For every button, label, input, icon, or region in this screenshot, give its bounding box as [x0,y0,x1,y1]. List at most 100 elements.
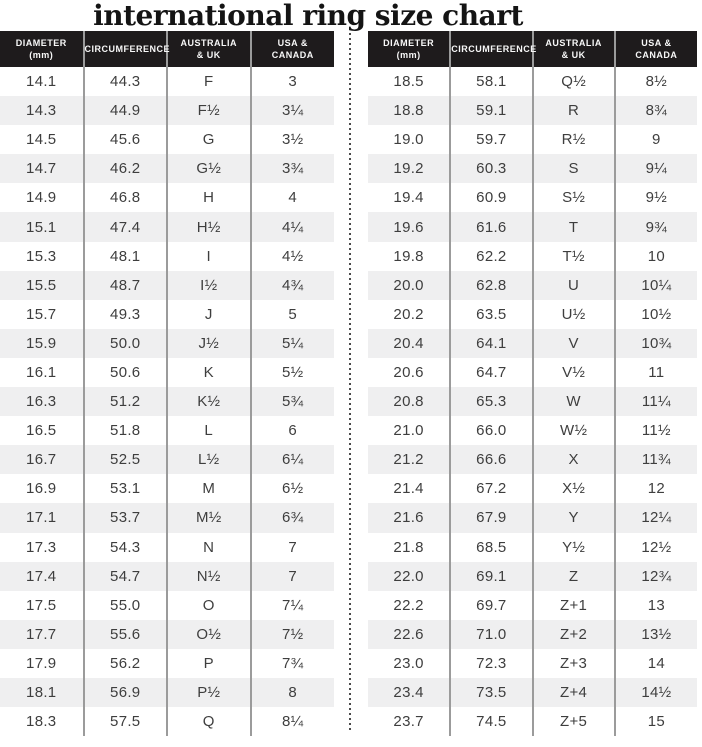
cell: 50.0 [82,328,167,358]
cell: 23.0 [393,654,424,672]
cell: 5 [249,299,334,329]
cell: 8 [249,677,334,708]
cell: 8¾ [613,96,697,126]
cell: 74.5 [449,707,533,737]
table-row: 20.8 65.3 W 11¼ [368,387,697,417]
cell: S½ [531,183,615,213]
cell: X [531,445,615,475]
cell: 65.3 [449,387,533,417]
table-row: 14.5 45.6 G 3½ [0,125,334,155]
cell: 18.3 [26,713,57,731]
cell: 12 [613,474,697,504]
table-row: 16.7 52.5 L½ 6¼ [0,445,334,475]
table-row: 21.2 66.6 X 11¾ [368,445,697,475]
cell: 62.2 [449,241,533,271]
cell: 15 [613,707,697,737]
cell: 16.3 [26,393,57,411]
cell: 12½ [613,532,697,562]
table-row: 14.1 44.3 F 3 [0,67,334,97]
cell: 6½ [249,474,334,504]
cell: 55.0 [82,590,167,620]
table-row: 23.0 72.3 Z+3 14 [368,648,697,678]
cell: 49.3 [82,299,167,329]
column-header: USA & CANADA [613,31,697,67]
column-header: CIRCUMFERENCE [82,31,170,67]
cell: 21.6 [393,509,424,527]
table-row: 16.5 51.8 L 6 [0,416,334,446]
ring-size-table-left: DIAMETER (mm) CIRCUMFERENCE AUSTRALIA & UK US… [0,31,334,737]
table-row: 21.4 67.2 X½ 12 [368,474,697,504]
cell: 11½ [613,416,697,446]
cell: 51.2 [82,387,167,417]
cell: 51.8 [82,416,167,446]
cell: 53.1 [82,474,167,504]
cell: X½ [531,474,615,504]
cell: Z+1 [531,590,615,620]
cell: 14.3 [26,102,57,120]
cell: 53.7 [82,503,167,533]
tables-container: DIAMETER (mm) CIRCUMFERENCE AUSTRALIA & UK US… [0,31,702,737]
table-row: 15.5 48.7 I½ 4¾ [0,270,334,300]
cell: Z+3 [531,648,615,678]
cell: P½ [166,677,251,708]
cell: 20.6 [393,363,424,381]
cell: R [531,96,615,126]
cell: Z+2 [531,619,615,649]
cell: 4¼ [249,212,334,242]
table-row: 20.0 62.8 U 10¼ [368,270,697,300]
table-row: 14.3 44.9 F½ 3¼ [0,96,334,126]
cell: 48.7 [82,270,167,300]
cell: 19.8 [393,247,424,265]
cell: 3½ [249,125,334,155]
cell: 14 [613,648,697,678]
table-row: 21.8 68.5 Y½ 12½ [368,532,697,562]
cell: 47.4 [82,212,167,242]
cell: Q½ [531,67,615,97]
cell: 62.8 [449,270,533,300]
cell: 19.2 [393,160,424,178]
cell: 11¾ [613,445,697,475]
cell: U½ [531,299,615,329]
table-row: 23.7 74.5 Z+5 15 [368,707,697,737]
cell: M [166,474,251,504]
cell: 7¾ [249,648,334,678]
cell: 7 [249,561,334,591]
ring-size-table-right: DIAMETER (mm) CIRCUMFERENCE AUSTRALIA & UK US… [368,31,697,737]
cell: 12¾ [613,561,697,591]
cell: 55.6 [82,619,167,649]
cell: 11 [613,357,697,388]
cell: 66.0 [449,416,533,446]
cell: G [166,125,251,155]
cell: 8¼ [249,707,334,737]
table-row: 22.6 71.0 Z+2 13½ [368,619,697,649]
cell: 20.2 [393,305,424,323]
cell: 10¾ [613,328,697,358]
cell: 17.5 [26,596,57,614]
cell: 59.1 [449,96,533,126]
cell: 15.1 [26,218,57,236]
table-row: 20.6 64.7 V½ 11 [368,357,697,388]
cell: J [166,299,251,329]
cell: 19.4 [393,189,424,207]
cell: 17.9 [26,654,57,672]
cell: 48.1 [82,241,167,271]
cell: 15.3 [26,247,57,265]
cell: H½ [166,212,251,242]
cell: 23.4 [393,684,424,702]
cell: 22.6 [393,625,424,643]
cell: 64.7 [449,357,533,388]
table-row: 16.9 53.1 M 6½ [0,474,334,504]
cell: 10¼ [613,270,697,300]
cell: 17.1 [26,509,57,527]
table-row: 14.7 46.2 G½ 3¾ [0,154,334,184]
table-row: 22.0 69.1 Z 12¾ [368,561,697,591]
cell: 45.6 [82,125,167,155]
cell: F [166,67,251,97]
column-header: DIAMETER (mm) [0,31,84,67]
cell: 22.2 [393,596,424,614]
table-row: 20.4 64.1 V 10¾ [368,328,697,358]
cell: Y½ [531,532,615,562]
cell: 57.5 [82,707,167,737]
table-row: 18.3 57.5 Q 8¼ [0,707,334,737]
table-row: 17.9 56.2 P 7¾ [0,648,334,678]
